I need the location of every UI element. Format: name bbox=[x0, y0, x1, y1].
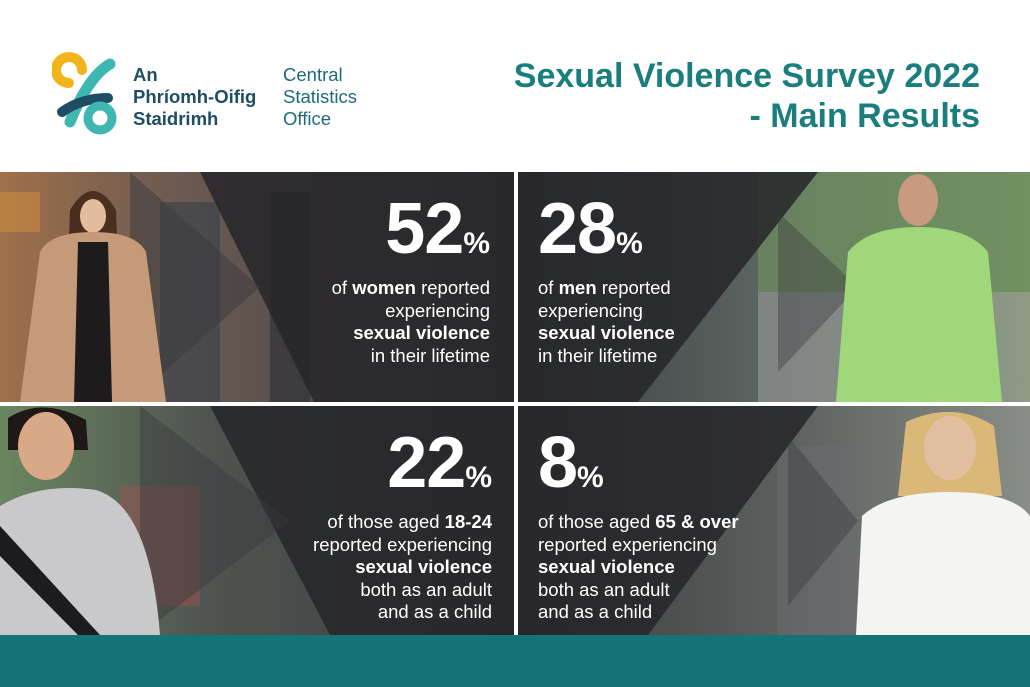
logo-irish-line: Phríomh-Oifig bbox=[133, 86, 257, 107]
stat-unit: % bbox=[616, 227, 643, 260]
stat-line: both as an adult bbox=[313, 579, 492, 602]
text-run: reported experiencing bbox=[538, 533, 717, 555]
stat-number: 8 bbox=[538, 423, 578, 503]
stat-line: of men reported bbox=[538, 277, 675, 300]
stat-line: experiencing bbox=[538, 300, 675, 323]
stat-number: 28 bbox=[538, 189, 617, 269]
text-run: in their lifetime bbox=[538, 344, 658, 366]
background-photo-young-person bbox=[0, 406, 514, 635]
stat-block-women: 52% of women reported experiencing sexua… bbox=[332, 193, 490, 368]
stat-line: of women reported bbox=[332, 277, 490, 300]
panel-women: 52% of women reported experiencing sexua… bbox=[0, 172, 514, 402]
title-line-2: - Main Results bbox=[749, 97, 980, 135]
panel-aged-65-over: 8% of those aged 65 & over reported expe… bbox=[518, 406, 1030, 635]
header: An Phríomh-Oifig Staidrimh Central Stati… bbox=[0, 0, 1030, 172]
logo-text-irish: An Phríomh-Oifig Staidrimh bbox=[133, 64, 256, 130]
stat-line: of those aged 18-24 bbox=[313, 511, 492, 534]
background-photo-man bbox=[518, 172, 1030, 402]
stat-value: 8% bbox=[538, 427, 739, 511]
text-run: of bbox=[331, 277, 353, 298]
stat-line: in their lifetime bbox=[332, 345, 490, 368]
stat-block-aged-18-24: 22% of those aged 18-24 reported experie… bbox=[313, 427, 492, 624]
text-run: experiencing bbox=[385, 299, 490, 321]
stat-block-aged-65-over: 8% of those aged 65 & over reported expe… bbox=[538, 427, 739, 624]
stats-grid: 52% of women reported experiencing sexua… bbox=[0, 172, 1030, 635]
background-photo-older-woman bbox=[518, 406, 1030, 635]
panel-men: 28% of men reported experiencing sexual … bbox=[518, 172, 1030, 402]
text-bold: sexual violence bbox=[538, 322, 675, 343]
text-run: and as a child bbox=[377, 601, 492, 622]
stat-unit: % bbox=[465, 461, 492, 494]
text-bold: 18-24 bbox=[444, 511, 492, 532]
text-run: reported bbox=[596, 277, 671, 298]
stat-number: 52 bbox=[385, 189, 464, 269]
stat-number: 22 bbox=[387, 423, 466, 503]
stat-line: sexual violence bbox=[313, 556, 492, 579]
logo-text-english: Central Statistics Office bbox=[283, 64, 357, 130]
background-photo-woman bbox=[0, 172, 514, 402]
text-bold: sexual violence bbox=[538, 556, 675, 577]
text-run: of those aged bbox=[327, 511, 445, 532]
stat-line: of those aged 65 & over bbox=[538, 511, 739, 534]
text-bold: 65 & over bbox=[655, 511, 739, 532]
text-run: of those aged bbox=[538, 511, 656, 532]
stat-line: experiencing bbox=[332, 300, 490, 323]
page-title: Sexual Violence Survey 2022 - Main Resul… bbox=[514, 56, 980, 136]
stat-value: 52% bbox=[332, 193, 490, 277]
title-line-1: Sexual Violence Survey 2022 bbox=[513, 57, 980, 95]
stat-line: reported experiencing bbox=[313, 534, 492, 557]
text-run: in their lifetime bbox=[370, 344, 490, 366]
stat-line: and as a child bbox=[313, 601, 492, 624]
stat-block-men: 28% of men reported experiencing sexual … bbox=[538, 193, 675, 368]
logo-irish-line: Staidrimh bbox=[133, 108, 219, 129]
text-bold: men bbox=[558, 277, 597, 298]
stat-line: sexual violence bbox=[332, 322, 490, 345]
stat-line: sexual violence bbox=[538, 556, 739, 579]
panel-aged-18-24: 22% of those aged 18-24 reported experie… bbox=[0, 406, 514, 635]
logo-english-line: Central bbox=[283, 64, 343, 85]
logo-english-line: Statistics bbox=[283, 86, 358, 107]
text-run: both as an adult bbox=[360, 578, 492, 600]
footer-bar bbox=[0, 635, 1030, 687]
text-run: experiencing bbox=[538, 299, 643, 321]
text-bold: women bbox=[352, 277, 416, 298]
text-run: of bbox=[538, 277, 559, 298]
text-run: reported experiencing bbox=[313, 533, 492, 555]
stat-line: in their lifetime bbox=[538, 345, 675, 368]
cso-logo-icon bbox=[52, 52, 117, 135]
text-run: both as an adult bbox=[538, 578, 670, 600]
logo-irish-line: An bbox=[133, 64, 158, 85]
text-bold: sexual violence bbox=[353, 322, 490, 343]
stat-line: sexual violence bbox=[538, 322, 675, 345]
text-bold: sexual violence bbox=[355, 556, 492, 577]
logo-english-line: Office bbox=[283, 108, 331, 129]
stat-unit: % bbox=[577, 461, 604, 494]
stat-value: 28% bbox=[538, 193, 675, 277]
stat-line: and as a child bbox=[538, 601, 739, 624]
stat-unit: % bbox=[463, 227, 490, 260]
text-run: reported bbox=[415, 277, 490, 298]
stat-line: reported experiencing bbox=[538, 534, 739, 557]
text-run: and as a child bbox=[538, 601, 653, 622]
stat-value: 22% bbox=[313, 427, 492, 511]
stat-line: both as an adult bbox=[538, 579, 739, 602]
